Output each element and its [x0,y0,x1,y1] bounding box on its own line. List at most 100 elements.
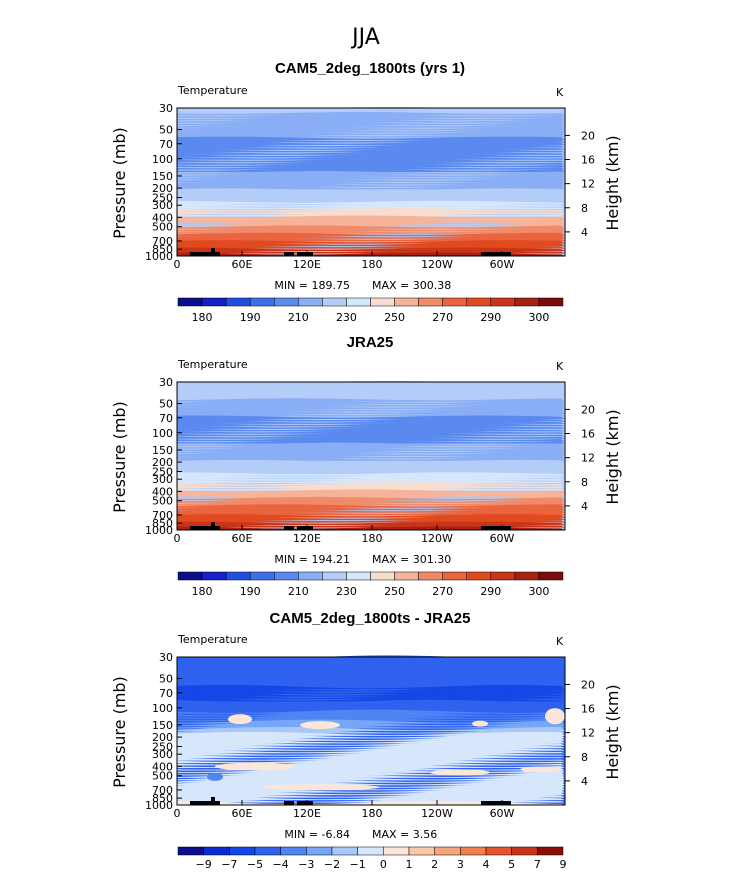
pressure-tick-label: 200 [152,182,173,195]
field-band [177,660,565,665]
colorbar-label: 290 [480,585,501,598]
colorbar-swatch [408,846,435,856]
colorbar-swatch [434,846,461,856]
colorbar-swatch [177,571,203,581]
field-band [177,657,565,662]
panel-3: CAM5_2deg_1800ts - JRA25 Temperature K 3… [110,610,622,871]
field-band [177,487,565,491]
field-band [177,390,565,395]
field-band [177,188,565,192]
panel-3-max: MAX = 3.56 [372,828,437,841]
field-band [177,759,565,764]
height-tick-label: 20 [581,403,595,416]
field-band [177,665,565,670]
field-band [177,405,565,410]
field-band [177,200,565,205]
pressure-tick-label: 300 [152,473,173,486]
pressure-tick-label: 100 [152,702,173,715]
topography [297,252,313,256]
field-band [177,437,565,442]
colorbar-swatch [229,846,256,856]
longitude-tick-label: 120W [421,807,453,820]
field-band [177,240,565,244]
colorbar-label: 300 [528,585,549,598]
field-band [177,410,565,415]
colorbar-swatch [538,297,564,307]
pressure-tick-label: 100 [152,153,173,166]
field-band [177,462,565,466]
pressure-tick-label: 30 [159,102,173,115]
height-tick-label: 16 [581,154,595,167]
height-tick-label: 16 [581,703,595,716]
field-band [177,385,565,390]
field-band [177,474,565,479]
panel-3-title: CAM5_2deg_1800ts - JRA25 [270,610,471,627]
colorbar-label: 7 [534,858,541,871]
pressure-tick-label: 70 [159,412,173,425]
panel-3-ylabel-left: Pressure (mb) [110,676,129,788]
anomaly-blob [300,721,340,730]
colorbar-swatch [322,297,347,307]
field-band [177,682,565,687]
pressure-tick-label: 150 [152,719,173,732]
panel-1-units: K [556,86,564,99]
field-band [177,107,565,111]
pressure-tick-label: 50 [159,124,173,137]
pressure-tick-label: 200 [152,731,173,744]
longitude-tick-label: 180 [362,258,383,271]
pressure-tick-label: 200 [152,456,173,469]
height-tick-label: 4 [581,500,588,513]
colorbar-swatch [249,297,275,307]
pressure-tick-label: 400 [152,485,173,498]
pressure-tick-label: 30 [159,651,173,664]
panel-2-colorbar: 180 190 210 230 250 270 290 300 [177,571,564,598]
colorbar-swatch [418,297,443,307]
pressure-tick-label: 500 [152,770,173,783]
colorbar-swatch [201,571,227,581]
colorbar-label: 0 [380,858,387,871]
colorbar-swatch [490,297,516,307]
pressure-tick-label: 70 [159,138,173,151]
field-band [177,422,565,427]
pressure-tick-label: 400 [152,211,173,224]
field-band [177,383,565,387]
anomaly-blob [472,720,488,727]
field-band [177,213,565,217]
colorbar-swatch [394,297,419,307]
longitude-tick-label: 60W [490,258,515,271]
panel-1: CAM5_2deg_1800ts (yrs 1) Temperature K 3… [110,60,622,324]
field-band [177,151,565,155]
longitude-tick-label: 120W [421,258,453,271]
anomaly-blob [545,708,565,725]
panel-3-field [176,655,566,806]
pressure-tick-label: 1000 [145,524,173,537]
field-band [177,717,565,722]
colorbar-swatch [357,846,384,856]
panel-2-units: K [556,360,564,373]
field-band [177,442,565,447]
field-band [177,714,565,719]
colorbar-label: 270 [432,585,453,598]
field-band [177,114,565,118]
field-band [177,161,565,165]
colorbar-swatch [346,571,371,581]
pressure-tick-label: 250 [152,191,173,204]
colorbar-label: −4 [273,858,289,871]
colorbar-label: −9 [196,858,212,871]
field-band [177,484,565,489]
plot-frame [176,107,566,257]
longitude-tick-label: 60E [232,258,253,271]
colorbar-label: 2 [431,858,438,871]
field-band [177,509,565,513]
field-band [177,153,565,158]
colorbar-label: 250 [384,311,405,324]
pressure-tick-label: 70 [159,687,173,700]
field-band [177,445,565,449]
panel-2-variable: Temperature [177,358,248,371]
pressure-tick-label: 700 [152,509,173,522]
field-band [177,250,565,254]
field-band [177,756,565,761]
field-band [177,768,565,773]
